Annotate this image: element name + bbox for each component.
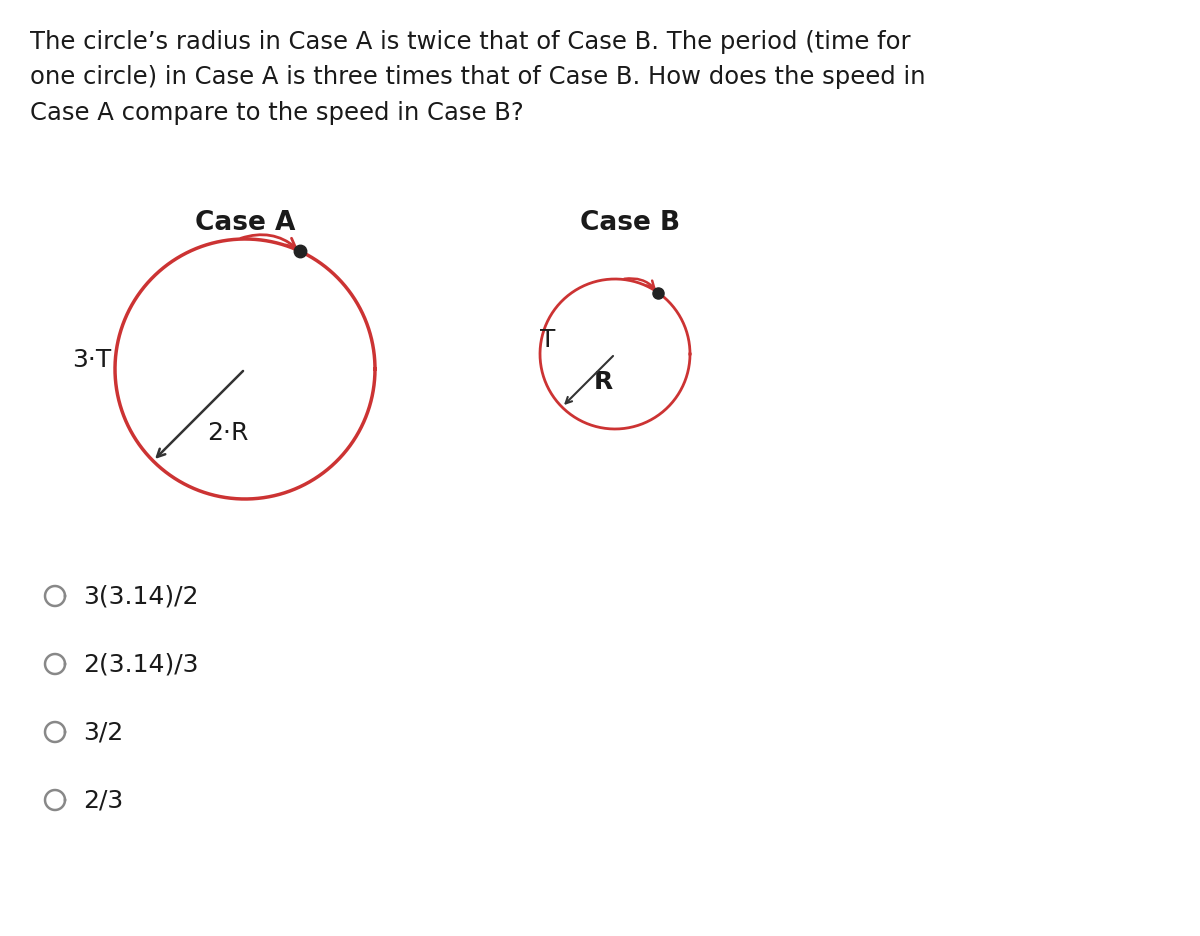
Text: 2(3.14)/3: 2(3.14)/3 <box>83 652 198 677</box>
Text: Case A: Case A <box>194 210 295 236</box>
Text: R: R <box>594 369 613 393</box>
Text: The circle’s radius in Case A is twice that of Case B. The period (time for
one : The circle’s radius in Case A is twice t… <box>30 30 925 124</box>
Text: T: T <box>540 328 556 352</box>
Text: Case B: Case B <box>580 210 680 236</box>
Text: 3(3.14)/2: 3(3.14)/2 <box>83 584 198 608</box>
Text: 2/3: 2/3 <box>83 788 124 812</box>
Text: 3·T: 3·T <box>72 347 112 372</box>
Text: 2·R: 2·R <box>208 420 248 445</box>
Text: 3/2: 3/2 <box>83 720 124 744</box>
